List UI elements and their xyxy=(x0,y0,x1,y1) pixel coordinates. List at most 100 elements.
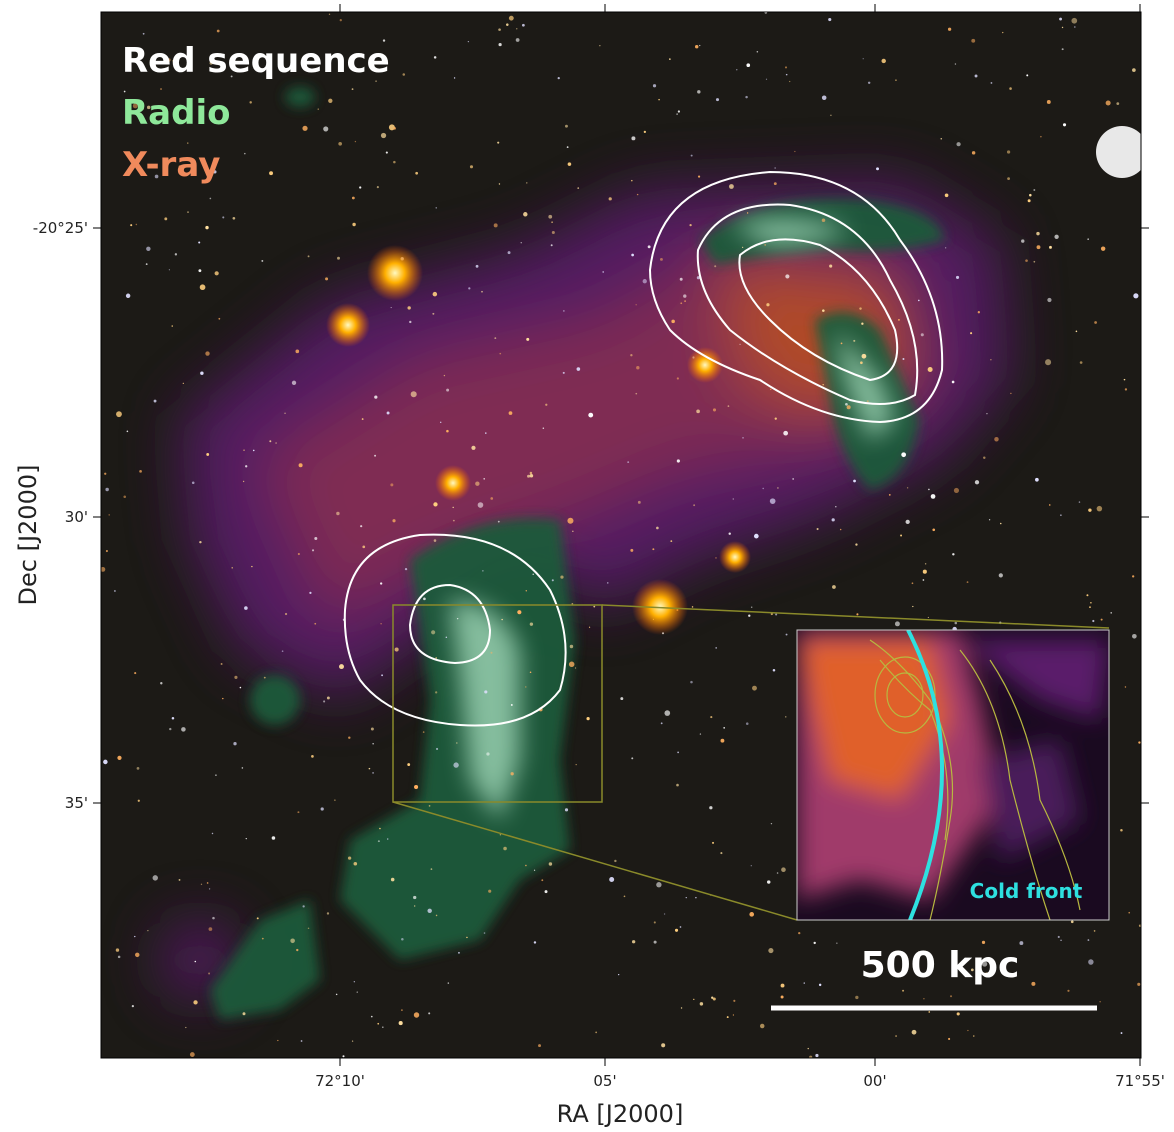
star xyxy=(548,214,553,219)
star xyxy=(563,310,565,312)
star xyxy=(780,983,785,988)
star xyxy=(433,56,437,59)
x-axis-label: RA [J2000] xyxy=(557,1100,684,1128)
star xyxy=(813,941,816,945)
star xyxy=(1105,100,1111,106)
star xyxy=(359,186,362,189)
star xyxy=(860,361,863,365)
star xyxy=(1087,238,1089,240)
star xyxy=(215,774,217,776)
star xyxy=(1092,619,1095,623)
star xyxy=(234,675,238,679)
star xyxy=(501,618,503,621)
star xyxy=(697,175,701,178)
star xyxy=(647,245,651,249)
star xyxy=(876,167,880,171)
star xyxy=(323,700,326,703)
star xyxy=(631,757,634,760)
star xyxy=(154,174,159,179)
star xyxy=(339,664,344,670)
star xyxy=(468,287,471,290)
star xyxy=(380,132,387,139)
star xyxy=(338,141,342,146)
star xyxy=(684,300,686,302)
star xyxy=(432,291,438,297)
star xyxy=(809,1055,813,1058)
star xyxy=(256,917,259,920)
star xyxy=(676,783,679,787)
star xyxy=(855,543,858,546)
star xyxy=(529,622,534,626)
star xyxy=(1036,231,1040,236)
star xyxy=(218,317,221,320)
star xyxy=(664,710,671,716)
legend-xray: X-ray xyxy=(122,145,220,185)
star xyxy=(433,502,438,507)
star xyxy=(152,875,158,881)
star xyxy=(198,269,202,273)
star xyxy=(414,785,419,790)
star xyxy=(1026,74,1029,77)
zoom-line xyxy=(392,801,798,921)
star xyxy=(551,579,554,582)
inset-annotation: Cold front xyxy=(970,879,1083,903)
star xyxy=(1047,297,1052,303)
star xyxy=(431,630,436,635)
star xyxy=(956,1012,960,1016)
star xyxy=(955,275,960,279)
star xyxy=(902,989,905,992)
star xyxy=(766,303,770,307)
star xyxy=(200,371,204,375)
star xyxy=(126,430,129,433)
star xyxy=(440,421,442,423)
star xyxy=(284,612,288,616)
star xyxy=(745,95,748,99)
star xyxy=(398,1021,403,1026)
star xyxy=(822,384,824,386)
star xyxy=(377,840,380,843)
star xyxy=(452,506,454,509)
y-tick-label: -20°25' xyxy=(33,219,88,237)
star xyxy=(433,539,437,542)
star xyxy=(169,727,172,731)
star xyxy=(167,58,171,62)
star xyxy=(297,552,300,556)
star xyxy=(774,167,776,169)
star xyxy=(636,366,640,370)
star xyxy=(994,436,999,442)
radio-emission xyxy=(210,87,945,1020)
star xyxy=(550,244,553,247)
star xyxy=(1070,920,1074,924)
xray-emission xyxy=(160,180,1010,1000)
star xyxy=(881,58,886,64)
star xyxy=(999,522,1002,525)
star xyxy=(656,882,662,888)
star xyxy=(490,651,493,654)
star xyxy=(750,865,752,867)
star xyxy=(160,682,163,685)
star xyxy=(588,412,594,418)
star xyxy=(551,230,555,234)
star xyxy=(1054,234,1059,239)
star xyxy=(988,519,991,521)
star xyxy=(116,411,122,418)
star xyxy=(911,1029,917,1035)
star xyxy=(894,621,900,627)
star xyxy=(415,171,419,175)
star xyxy=(753,533,759,539)
star xyxy=(676,377,679,380)
star xyxy=(446,388,450,392)
star xyxy=(533,941,537,944)
star xyxy=(453,77,456,79)
star xyxy=(538,1044,541,1048)
star xyxy=(164,217,168,221)
star xyxy=(443,374,446,377)
star xyxy=(516,28,518,30)
star xyxy=(1137,982,1141,986)
star xyxy=(770,823,773,825)
star xyxy=(469,165,474,169)
star xyxy=(990,82,993,84)
star xyxy=(517,610,522,615)
star xyxy=(475,481,480,486)
